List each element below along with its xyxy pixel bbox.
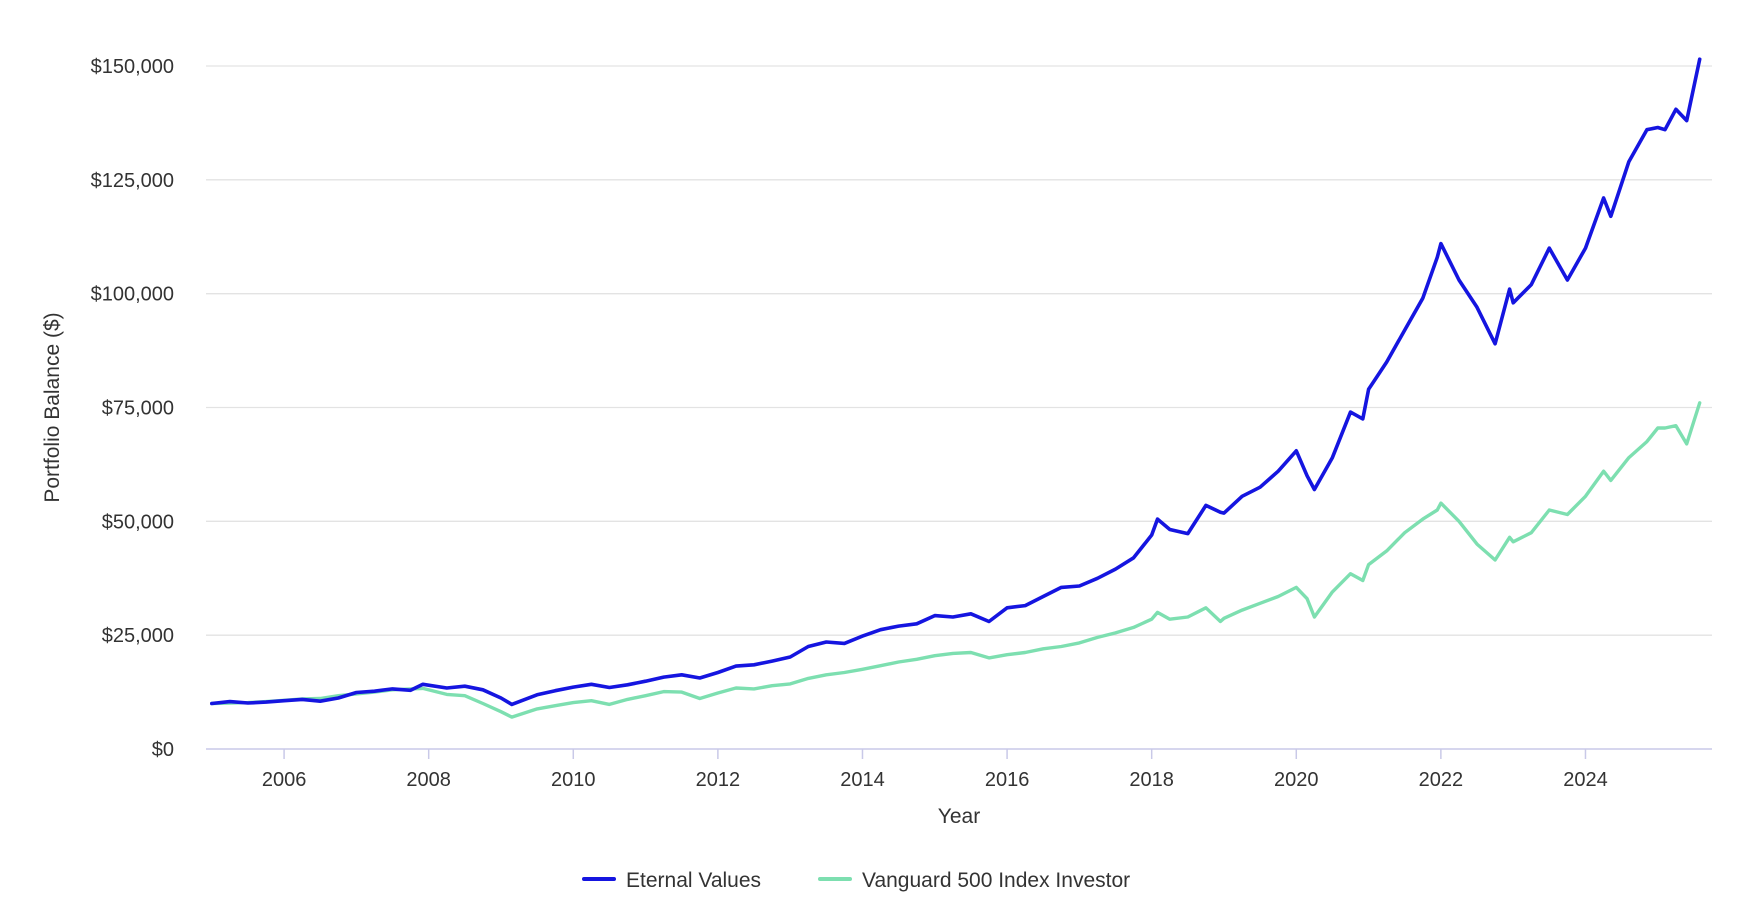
x-tick-label: 2012	[696, 769, 741, 791]
x-tick-label: 2010	[551, 769, 596, 791]
x-axis-title: Year	[938, 805, 980, 828]
x-tick-label: 2024	[1563, 769, 1608, 791]
x-tick-label: 2016	[985, 769, 1030, 791]
y-tick-label: $50,000	[102, 511, 174, 533]
x-tick-label: 2008	[406, 769, 451, 791]
x-tick-label: 2020	[1274, 769, 1319, 791]
y-axis-tick-labels: $0 $25,000 $50,000 $75,000 $100,000 $125,000 $…	[91, 56, 174, 761]
x-axis: 2006 2008 2010 2012 2014 2016 2018 2020 2022 2024	[206, 748, 1712, 791]
y-tick-label: $100,000	[91, 284, 174, 306]
x-tick-label: 2022	[1419, 769, 1464, 791]
y-tick-label: $0	[152, 739, 174, 761]
grid-lines	[206, 65, 1712, 636]
y-axis-title: Portfolio Balance ($)	[41, 312, 64, 502]
x-tick-label: 2006	[262, 769, 307, 791]
y-tick-label: $25,000	[102, 625, 174, 647]
x-tick-label: 2014	[840, 769, 885, 791]
y-tick-label: $125,000	[91, 170, 174, 192]
x-tick-label: 2018	[1129, 769, 1174, 791]
y-tick-label: $75,000	[102, 398, 174, 420]
series-line-vanguard-500-index-investor	[210, 401, 1702, 719]
series-lines	[210, 57, 1702, 719]
y-tick-label: $150,000	[91, 56, 174, 78]
legend-label: Eternal Values	[626, 869, 761, 892]
legend-label: Vanguard 500 Index Investor	[862, 869, 1130, 892]
series-line-eternal-values	[210, 57, 1702, 707]
legend: Eternal Values Vanguard 500 Index Investo…	[582, 869, 1130, 892]
